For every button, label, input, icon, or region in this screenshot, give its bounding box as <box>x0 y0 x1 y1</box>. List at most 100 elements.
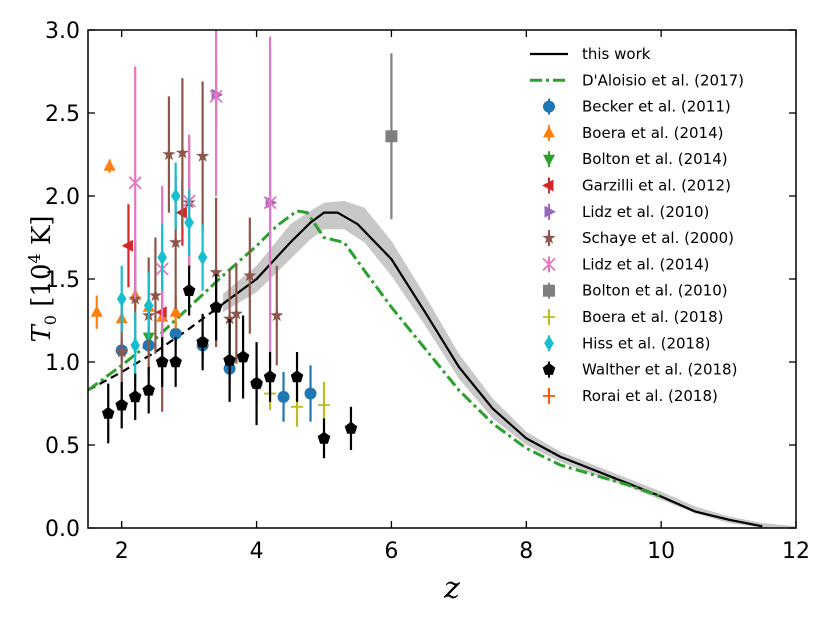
data-point <box>121 239 133 252</box>
legend-item-d-aloisio-et-al-2017: D'Aloisio et al. (2017) <box>530 71 744 89</box>
legend-item-lidz-et-al-2010: Lidz et al. (2010) <box>544 203 709 221</box>
legend: this work D'Aloisio et al. (2017) Becker e… <box>530 45 744 405</box>
legend-label: Boera et al. (2014) <box>582 124 723 142</box>
series-garzilli-et-al-2012 <box>121 179 187 354</box>
legend-label: Schaye et al. (2000) <box>582 229 734 247</box>
y-tick-label: 2.5 <box>45 102 80 127</box>
data-point <box>304 387 317 400</box>
data-point <box>182 284 196 296</box>
data-point <box>148 288 162 302</box>
data-point <box>277 390 290 403</box>
data-point <box>128 176 142 190</box>
data-point <box>103 159 116 171</box>
data-point <box>317 431 331 444</box>
data-point <box>175 145 189 159</box>
data-point <box>184 214 194 231</box>
data-point <box>162 147 176 161</box>
data-point <box>290 370 304 383</box>
series-lidz-et-al-2010 <box>211 61 277 245</box>
series-walther-et-al-2018 <box>102 265 358 459</box>
legend-label: Garzilli et al. (2012) <box>582 177 731 195</box>
data-point <box>229 307 243 320</box>
data-point <box>175 206 187 219</box>
series-hiss-et-al-2018 <box>116 162 208 379</box>
legend-label: Bolton et al. (2014) <box>582 150 728 168</box>
data-point <box>128 390 142 403</box>
legend-marker <box>543 284 555 297</box>
data-point <box>90 305 103 317</box>
data-point <box>155 355 169 368</box>
legend-marker <box>543 154 555 167</box>
legend-item-boera-et-al-2018: Boera et al. (2018) <box>543 308 723 326</box>
data-point <box>170 188 181 204</box>
y-tick-label: 0.5 <box>45 434 80 459</box>
y-tick-label: 3.0 <box>45 19 80 44</box>
x-tick-label: 4 <box>250 539 264 564</box>
legend-item-schaye-et-al-2000: Schaye et al. (2000) <box>542 229 734 247</box>
data-point <box>209 300 223 313</box>
x-tick-label: 6 <box>384 539 398 564</box>
data-point <box>385 130 398 143</box>
data-point <box>196 335 209 348</box>
y-tick-label: 1.0 <box>45 351 80 376</box>
y-tick-label: 1.5 <box>45 268 80 293</box>
data-point <box>169 305 182 317</box>
data-point <box>223 353 236 366</box>
data-point <box>250 377 263 389</box>
legend-marker <box>542 257 556 272</box>
data-point <box>115 345 129 358</box>
legend-marker <box>544 335 554 352</box>
legend-item-lidz-et-al-2014: Lidz et al. (2014) <box>542 255 709 273</box>
data-point <box>155 306 167 319</box>
data-point <box>223 311 237 325</box>
data-point <box>143 297 154 314</box>
y-axis-label: T0 [104 K] <box>25 215 60 342</box>
line-layer <box>88 209 763 528</box>
x-tick-label: 2 <box>115 539 129 564</box>
data-point <box>115 398 128 411</box>
x-tick-label: 12 <box>782 539 810 564</box>
data-point <box>169 235 183 249</box>
legend-marker <box>543 311 555 323</box>
x-tick-label: 10 <box>647 539 675 564</box>
data-point <box>209 265 223 278</box>
legend-marker <box>543 126 555 138</box>
data-point <box>142 383 155 396</box>
legend-item-garzilli-et-al-2012: Garzilli et al. (2012) <box>542 177 731 195</box>
legend-marker <box>544 205 556 218</box>
legend-item-boera-et-al-2014: Boera et al. (2014) <box>543 124 723 142</box>
legend-marker <box>543 389 555 402</box>
legend-marker <box>542 179 554 192</box>
legend-item-bolton-et-al-2010: Bolton et al. (2010) <box>543 282 728 300</box>
data-point <box>197 249 208 266</box>
x-axis-label: z <box>443 571 460 606</box>
legend-label: Lidz et al. (2014) <box>582 255 709 273</box>
series-bolton-et-al-2010 <box>385 53 398 220</box>
data-point <box>102 406 115 419</box>
data-point <box>169 355 182 368</box>
legend-label: this work <box>582 45 651 63</box>
data-point <box>169 327 182 340</box>
data-point <box>291 400 304 413</box>
data-point <box>344 421 358 434</box>
legend-item-walther-et-al-2018: Walther et al. (2018) <box>542 361 737 379</box>
y-tick-label: 2.0 <box>45 185 80 210</box>
data-point <box>318 399 330 412</box>
legend-label: Walther et al. (2018) <box>582 361 737 379</box>
data-point <box>157 249 167 266</box>
data-point <box>270 308 284 322</box>
y-tick-label: 0.0 <box>45 517 80 542</box>
series-lidz-et-al-2014 <box>128 30 277 369</box>
x-tick-label: 8 <box>519 539 533 564</box>
legend-label: Hiss et al. (2018) <box>582 334 711 352</box>
line-this-work-extrapolated <box>88 303 224 392</box>
legend-label: Becker et al. (2011) <box>582 98 731 116</box>
tick-layer: 2 4 6 8 10 12 0.0 0.5 1.0 1.5 2.0 2.5 3.0 <box>45 19 810 564</box>
legend-marker <box>543 100 555 113</box>
data-point <box>236 350 250 363</box>
legend-label: D'Aloisio et al. (2017) <box>582 71 744 89</box>
legend-item-bolton-et-al-2014: Bolton et al. (2014) <box>543 150 728 168</box>
data-point <box>196 149 210 162</box>
data-point <box>209 89 223 104</box>
data-point <box>130 337 140 354</box>
